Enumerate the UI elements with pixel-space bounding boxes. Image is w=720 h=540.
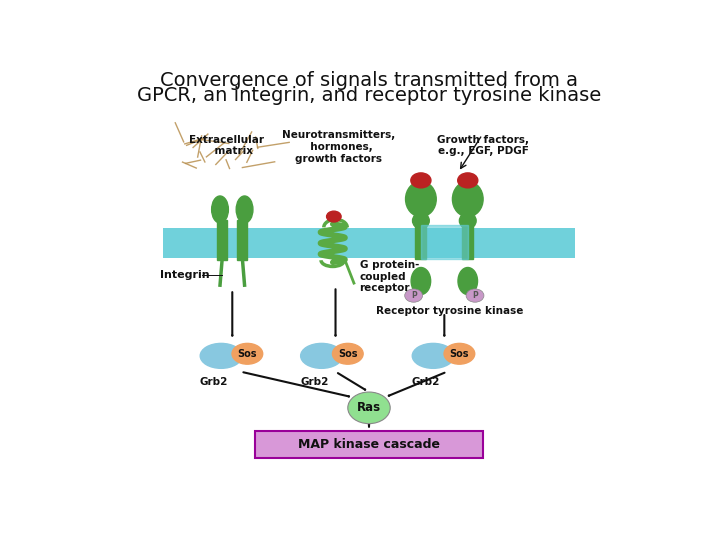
Bar [421, 225, 468, 259]
Text: P: P [411, 291, 416, 300]
Text: Grb2: Grb2 [300, 377, 328, 387]
Text: Ras: Ras [357, 401, 381, 414]
Text: Neurotransmitters,
  hormones,
growth factors: Neurotransmitters, hormones, growth fact… [282, 131, 395, 164]
Bar [462, 225, 473, 259]
Circle shape [348, 392, 390, 424]
Ellipse shape [411, 267, 431, 294]
Text: P: P [472, 291, 478, 300]
Text: Extracellular
    matrix: Extracellular matrix [189, 134, 264, 156]
Circle shape [458, 173, 478, 188]
Ellipse shape [458, 267, 477, 294]
Text: Grb2: Grb2 [199, 377, 228, 387]
Ellipse shape [452, 181, 483, 217]
Circle shape [411, 173, 431, 188]
Text: Receptor tyrosine kinase: Receptor tyrosine kinase [377, 306, 523, 316]
Ellipse shape [232, 343, 263, 364]
Bar [163, 228, 575, 258]
Text: Sos: Sos [450, 349, 469, 359]
Text: GPCR, an integrin, and receptor tyrosine kinase: GPCR, an integrin, and receptor tyrosine… [137, 85, 601, 105]
Text: Sos: Sos [238, 349, 257, 359]
Ellipse shape [413, 213, 429, 228]
Ellipse shape [444, 343, 474, 364]
Ellipse shape [459, 213, 476, 228]
Text: Integrin: Integrin [160, 270, 210, 280]
Text: Growth factors,
e.g., EGF, PDGF: Growth factors, e.g., EGF, PDGF [437, 134, 529, 156]
Ellipse shape [413, 343, 454, 368]
Text: Grb2: Grb2 [412, 377, 440, 387]
Ellipse shape [301, 343, 343, 368]
Ellipse shape [236, 196, 253, 223]
Bar [217, 220, 228, 260]
Circle shape [466, 289, 484, 302]
Text: Convergence of signals transmitted from a: Convergence of signals transmitted from … [160, 71, 578, 90]
Ellipse shape [212, 196, 228, 223]
Circle shape [405, 289, 423, 302]
Text: Sos: Sos [338, 349, 358, 359]
Bar [238, 220, 248, 260]
Ellipse shape [405, 181, 436, 217]
Text: MAP kinase cascade: MAP kinase cascade [298, 437, 440, 450]
Bar [415, 225, 426, 259]
Circle shape [327, 211, 341, 222]
Text: G protein-
coupled
receptor: G protein- coupled receptor [359, 260, 419, 293]
Ellipse shape [200, 343, 242, 368]
Bar [255, 431, 483, 458]
Ellipse shape [333, 343, 363, 364]
